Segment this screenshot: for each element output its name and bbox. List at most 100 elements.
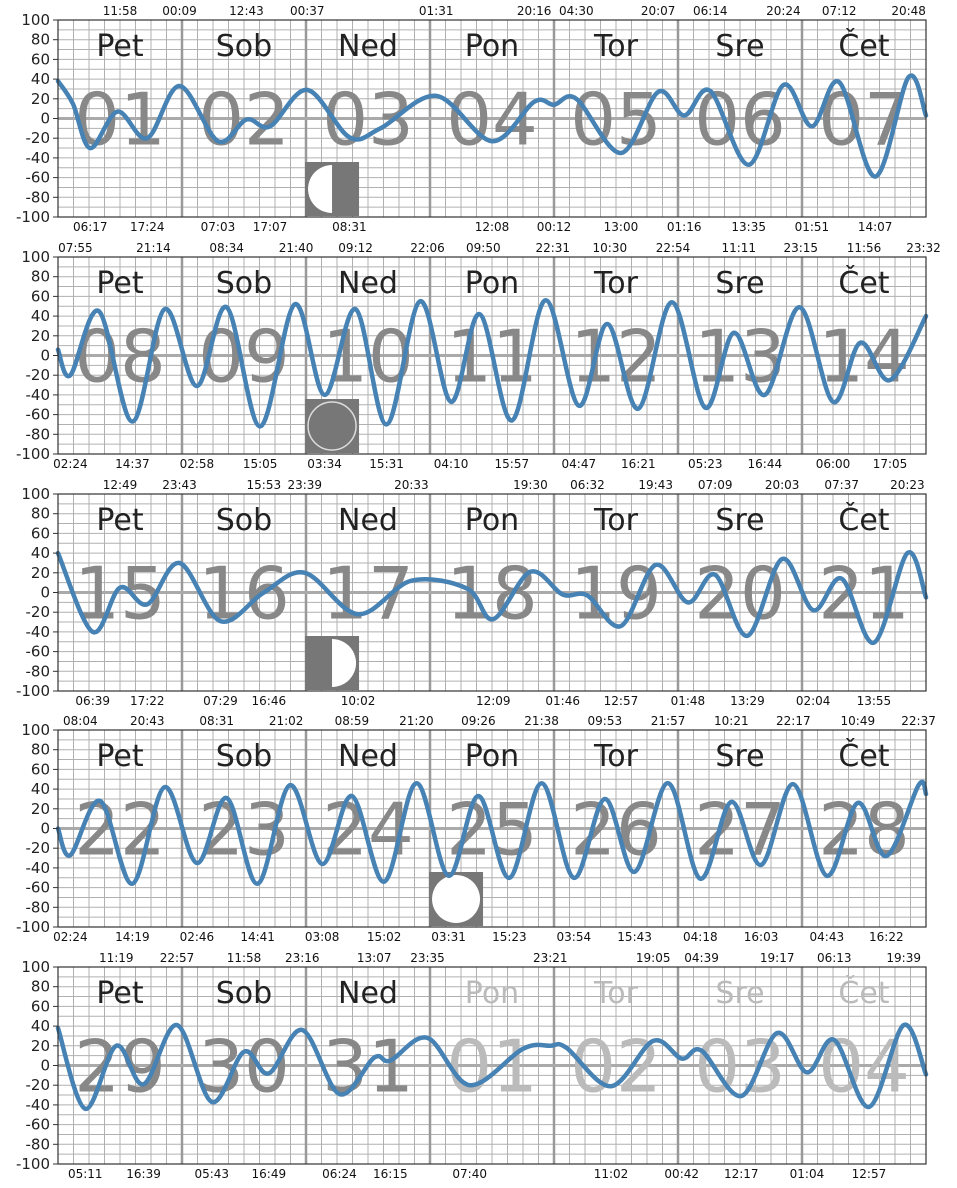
low-tide-time: 14:37: [115, 457, 150, 471]
high-tide-time: 22:06: [410, 241, 445, 255]
date-number: 04: [446, 78, 538, 162]
high-tide-time: 20:23: [890, 478, 925, 492]
day-name: Pet: [96, 739, 143, 774]
y-tick-label: 40: [31, 1017, 50, 1035]
low-tide-time: 13:55: [857, 694, 892, 708]
day-name: Ned: [338, 976, 398, 1011]
low-tide-time: 05:23: [688, 457, 723, 471]
week-panel-5: 29Pet30Sob31Ned01Pon02Tor03Sre04Čet10080…: [16, 951, 929, 1181]
y-tick-label: -20: [26, 1076, 51, 1094]
y-tick-label: 100: [21, 721, 50, 739]
low-tide-time: 01:51: [795, 220, 830, 234]
high-tide-time: 00:09: [162, 4, 197, 18]
high-tide-time: 19:17: [760, 951, 795, 965]
y-tick-label: 80: [31, 505, 50, 523]
y-tick-label: -100: [16, 445, 50, 463]
high-tide-time: 21:02: [269, 714, 304, 728]
low-tide-time: 02:24: [53, 930, 88, 944]
date-number: 18: [446, 552, 538, 636]
low-tide-time: 00:42: [664, 1167, 699, 1181]
high-tide-time: 11:58: [227, 951, 262, 965]
date-number: 15: [74, 552, 166, 636]
low-tide-time: 01:04: [790, 1167, 825, 1181]
last-quarter-moon-icon: [305, 636, 360, 690]
high-tide-time: 06:32: [570, 478, 605, 492]
day-name: Pon: [465, 976, 519, 1011]
high-tide-time: 08:04: [63, 714, 98, 728]
high-tide-time: 11:58: [103, 4, 138, 18]
y-tick-label: 60: [31, 760, 50, 778]
low-tide-time: 03:34: [307, 457, 342, 471]
y-tick-label: -80: [26, 188, 51, 206]
low-tide-time: 12:57: [604, 694, 639, 708]
low-tide-time: 16:21: [621, 457, 656, 471]
tide-curve: [55, 1022, 929, 1112]
day-name: Ned: [338, 739, 398, 774]
low-tide-time: 01:16: [667, 220, 702, 234]
day-name: Pet: [96, 503, 143, 538]
week-panel-1: 01Pet02Sob03Ned04Pon05Tor06Sre07Čet10080…: [16, 4, 929, 234]
y-tick-label: 60: [31, 287, 50, 305]
high-tide-time: 23:16: [285, 951, 320, 965]
y-tick-label: -40: [26, 149, 51, 167]
tide-curve: [55, 298, 929, 429]
low-tide-time: 12:09: [476, 694, 511, 708]
high-tide-time: 07:37: [824, 478, 859, 492]
high-tide-time: 23:43: [162, 478, 197, 492]
high-tide-time: 22:37: [901, 714, 936, 728]
y-tick-label: 20: [31, 800, 50, 818]
low-tide-time: 07:40: [452, 1167, 487, 1181]
low-tide-time: 06:39: [75, 694, 110, 708]
high-tide-time: 19:30: [513, 478, 548, 492]
y-tick-label: 20: [31, 564, 50, 582]
high-tide-time: 09:12: [338, 241, 373, 255]
high-tide-time: 12:49: [103, 478, 138, 492]
low-tide-time: 03:08: [305, 930, 340, 944]
high-tide-time: 07:12: [822, 4, 857, 18]
y-tick-label: -60: [26, 406, 51, 424]
day-name: Tor: [593, 29, 639, 64]
y-tick-label: 100: [21, 11, 50, 29]
high-tide-time: 23:32: [906, 241, 941, 255]
high-tide-time: 10:30: [593, 241, 628, 255]
y-tick-label: -60: [26, 1116, 51, 1134]
y-tick-label: 20: [31, 90, 50, 108]
low-tide-time: 16:15: [373, 1167, 408, 1181]
y-tick-label: 40: [31, 544, 50, 562]
high-tide-time: 06:13: [817, 951, 852, 965]
y-tick-label: 80: [31, 31, 50, 49]
new-moon-icon: [305, 399, 360, 453]
high-tide-time: 21:40: [279, 241, 314, 255]
y-tick-label: -80: [26, 662, 51, 680]
low-tide-time: 05:11: [68, 1167, 103, 1181]
low-tide-time: 13:35: [731, 220, 766, 234]
y-tick-label: 100: [21, 485, 50, 503]
high-tide-time: 13:07: [357, 951, 392, 965]
day-name: Ned: [338, 29, 398, 64]
y-tick-label: 60: [31, 50, 50, 68]
y-tick-label: -100: [16, 918, 50, 936]
high-tide-time: 23:15: [783, 241, 818, 255]
high-tide-time: 04:30: [559, 4, 594, 18]
day-name: Pon: [465, 29, 519, 64]
low-tide-time: 06:00: [816, 457, 851, 471]
high-tide-time: 00:37: [290, 4, 325, 18]
y-tick-label: 0: [40, 584, 50, 602]
low-tide-time: 08:31: [332, 220, 367, 234]
high-tide-time: 23:39: [287, 478, 322, 492]
low-tide-time: 07:29: [203, 694, 238, 708]
date-number: 03: [322, 78, 414, 162]
low-tide-time: 16:03: [744, 930, 779, 944]
low-tide-time: 15:02: [367, 930, 402, 944]
low-tide-time: 17:05: [873, 457, 908, 471]
day-name: Ned: [338, 266, 398, 301]
low-tide-time: 04:18: [683, 930, 718, 944]
low-tide-time: 07:03: [201, 220, 236, 234]
date-number: 05: [570, 78, 662, 162]
low-tide-time: 02:46: [180, 930, 215, 944]
day-name: Ned: [338, 503, 398, 538]
y-tick-label: -100: [16, 682, 50, 700]
day-name: Tor: [593, 266, 639, 301]
y-tick-label: -100: [16, 208, 50, 226]
high-tide-time: 20:03: [765, 478, 800, 492]
